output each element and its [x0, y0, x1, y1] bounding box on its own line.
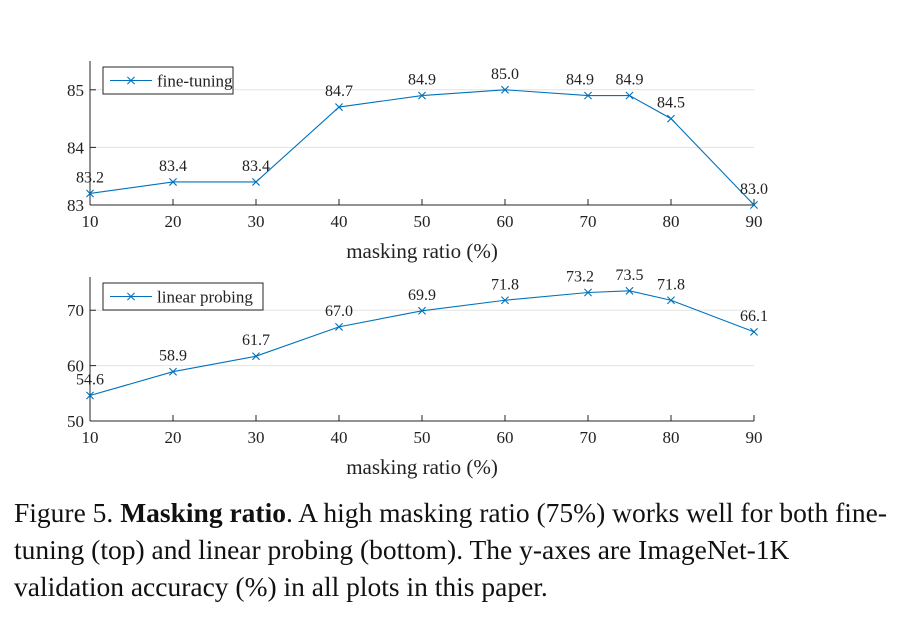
x-tick-label: 40 — [331, 428, 348, 447]
x-axis-label: masking ratio (%) — [346, 455, 498, 479]
x-tick-label: 30 — [248, 212, 265, 231]
caption-text: . A high masking ratio (75%) works well … — [14, 497, 888, 602]
x-tick-label: 10 — [82, 428, 99, 447]
x-tick-label: 60 — [497, 428, 514, 447]
data-point — [750, 201, 758, 209]
data-point — [418, 91, 426, 100]
legend-marker — [127, 292, 135, 301]
data-label: 83.0 — [740, 181, 768, 198]
legend-label: fine-tuning — [157, 72, 233, 91]
data-label: 84.9 — [616, 72, 644, 89]
data-label: 84.9 — [408, 72, 436, 89]
data-label: 84.5 — [657, 95, 685, 112]
x-tick-label: 40 — [331, 212, 348, 231]
data-label: 73.5 — [616, 267, 644, 284]
x-tick-label: 50 — [414, 428, 431, 447]
data-label: 73.2 — [566, 269, 594, 286]
data-point — [501, 85, 509, 94]
x-tick-label: 30 — [248, 428, 265, 447]
data-label: 71.8 — [491, 276, 519, 293]
data-label: 83.4 — [159, 158, 187, 175]
x-tick-label: 80 — [663, 212, 680, 231]
data-label: 69.9 — [408, 287, 436, 304]
x-tick-label: 10 — [82, 212, 99, 231]
x-axis-label: masking ratio (%) — [346, 239, 498, 263]
data-point — [584, 91, 592, 100]
data-label: 54.6 — [76, 372, 104, 389]
data-label: 61.7 — [242, 332, 270, 349]
x-tick-label: 20 — [165, 428, 182, 447]
data-point — [418, 306, 426, 315]
data-point — [667, 296, 675, 305]
y-tick-label: 60 — [67, 357, 84, 376]
series-line-fine-tuning — [89, 89, 755, 206]
data-point — [252, 352, 260, 361]
x-tick-label: 90 — [746, 428, 763, 447]
x-tick-label: 80 — [663, 428, 680, 447]
data-point — [501, 296, 509, 305]
caption-label: Figure 5. — [14, 497, 114, 528]
y-tick-label: 85 — [67, 81, 84, 100]
data-label: 83.4 — [242, 158, 270, 175]
x-tick-label: 20 — [165, 212, 182, 231]
y-tick-label: 84 — [67, 138, 85, 157]
data-point — [86, 189, 94, 198]
data-point — [667, 114, 675, 123]
data-point — [86, 391, 94, 400]
data-label: 83.2 — [76, 169, 104, 186]
caption-title: Masking ratio — [120, 497, 286, 528]
x-tick-label: 90 — [746, 212, 763, 231]
data-point — [169, 367, 177, 376]
data-point — [625, 286, 634, 295]
y-tick-label: 50 — [67, 412, 84, 431]
series-line-linear-probing — [89, 290, 755, 397]
chart-panel-1: 83 84 85 10 20 30 40 50 60 70 80 90 masking ratio (%… — [67, 61, 768, 263]
data-label: 71.8 — [657, 276, 685, 293]
legend-marker — [127, 76, 135, 85]
y-tick-label: 83 — [67, 196, 84, 215]
figure-caption: Figure 5. Masking ratio. A high masking … — [14, 494, 894, 605]
data-point — [625, 91, 634, 100]
x-tick-label: 60 — [497, 212, 514, 231]
x-tick-label: 70 — [580, 212, 597, 231]
data-point — [252, 177, 260, 186]
chart-panel-2: 50 60 70 10 20 30 40 50 60 70 80 90 masking ratio (%… — [67, 267, 768, 479]
y-tick-label: 70 — [67, 301, 84, 320]
x-tick-label: 70 — [580, 428, 597, 447]
data-label: 84.7 — [325, 83, 353, 100]
masking-ratio-figure: 83 84 85 10 20 30 40 50 60 70 80 90 masking ratio (%… — [67, 61, 768, 479]
data-label: 85.0 — [491, 66, 519, 83]
x-tick-label: 50 — [414, 212, 431, 231]
data-point — [335, 322, 343, 331]
data-point — [169, 177, 177, 186]
data-point — [750, 327, 758, 336]
data-label: 66.1 — [740, 308, 768, 325]
legend-label: linear probing — [157, 288, 253, 307]
data-label: 67.0 — [325, 303, 353, 320]
data-point — [584, 288, 592, 297]
data-label: 84.9 — [566, 72, 594, 89]
data-label: 58.9 — [159, 348, 187, 365]
data-point — [335, 103, 343, 112]
